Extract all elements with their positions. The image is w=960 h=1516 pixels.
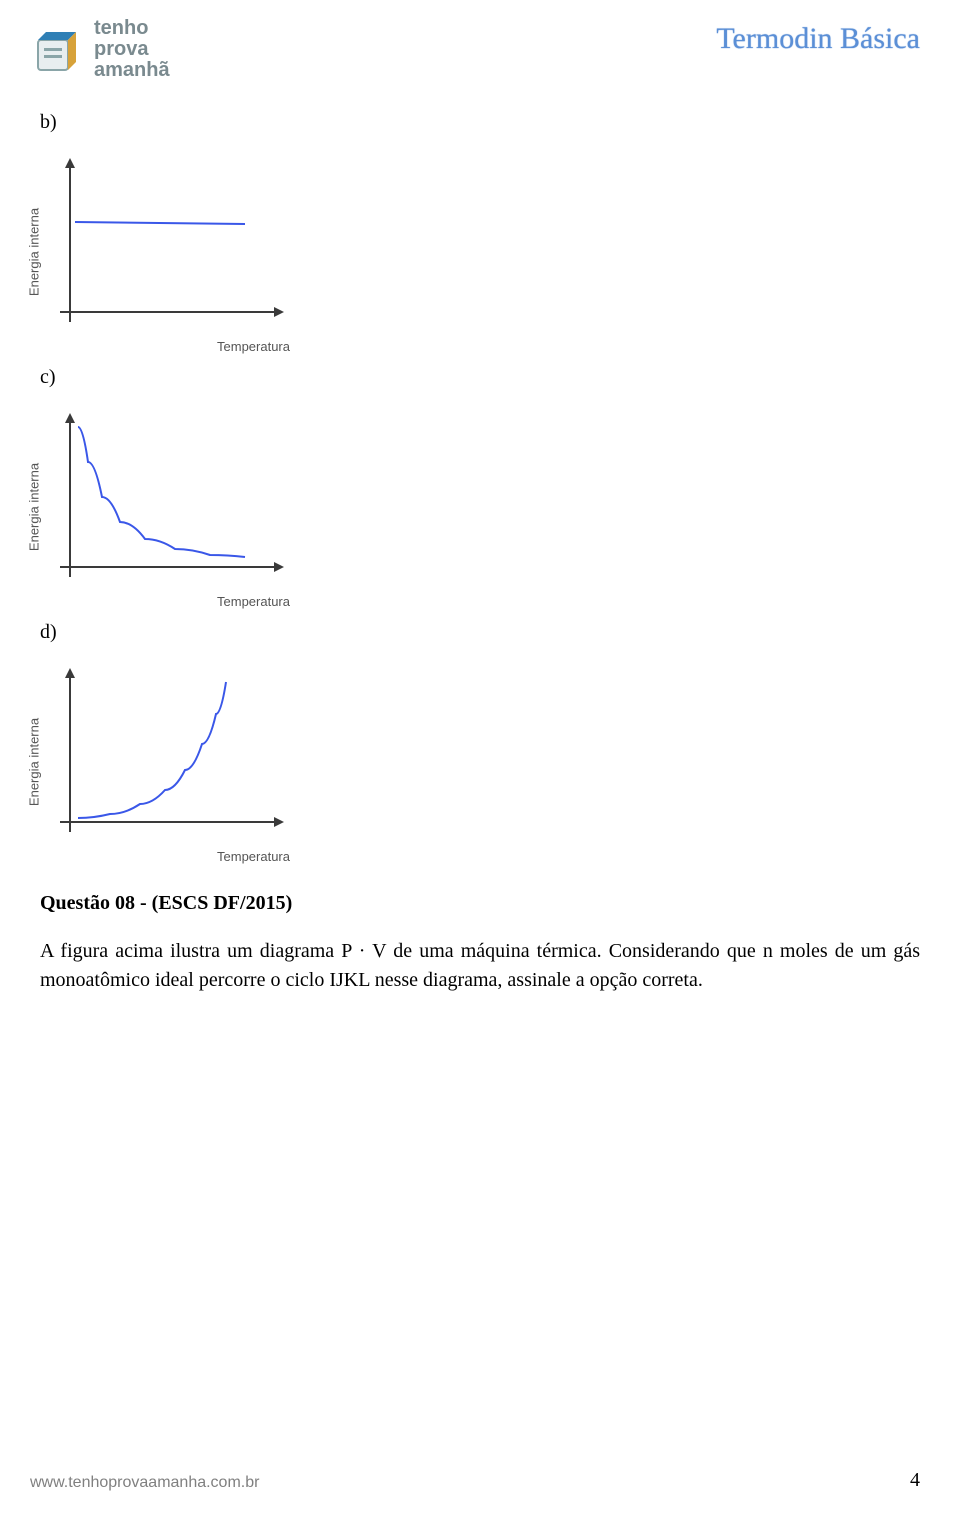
page-footer: www.tenhoprovaamanha.com.br 4 — [30, 1469, 920, 1492]
chart-b-xlabel: Temperatura — [217, 339, 290, 354]
brand-line3: amanhã — [94, 60, 170, 81]
option-label-b: b) — [40, 111, 920, 134]
footer-page-number: 4 — [910, 1469, 920, 1492]
option-label-d: d) — [40, 621, 920, 644]
logo-icon — [30, 22, 86, 78]
chart-c-xlabel: Temperatura — [217, 594, 290, 609]
chart-c: Energia interna Temperatura — [40, 407, 300, 607]
footer-url: www.tenhoprovaamanha.com.br — [30, 1474, 259, 1492]
brand-text: tenho prova amanhã — [94, 18, 170, 81]
page-content: b) Energia interna Temperatura c) Energi… — [0, 81, 960, 995]
brand-line2: prova — [94, 39, 170, 60]
brand-line1: tenho — [94, 18, 170, 39]
chart-c-ylabel: Energia interna — [27, 463, 42, 551]
chart-d: Energia interna Temperatura — [40, 662, 300, 862]
option-label-c: c) — [40, 366, 920, 389]
question-body: A figura acima ilustra um diagrama P · V… — [40, 937, 920, 995]
brand-logo: tenho prova amanhã — [30, 18, 170, 81]
question-heading: Questão 08 - (ESCS DF/2015) — [40, 892, 920, 915]
page-header: tenho prova amanhã Termodin Básica — [0, 0, 960, 81]
chart-d-xlabel: Temperatura — [217, 849, 290, 864]
subject-title: Termodin Básica — [716, 18, 920, 56]
chart-b: Energia interna Temperatura — [40, 152, 300, 352]
chart-b-ylabel: Energia interna — [27, 208, 42, 296]
chart-d-ylabel: Energia interna — [27, 718, 42, 806]
